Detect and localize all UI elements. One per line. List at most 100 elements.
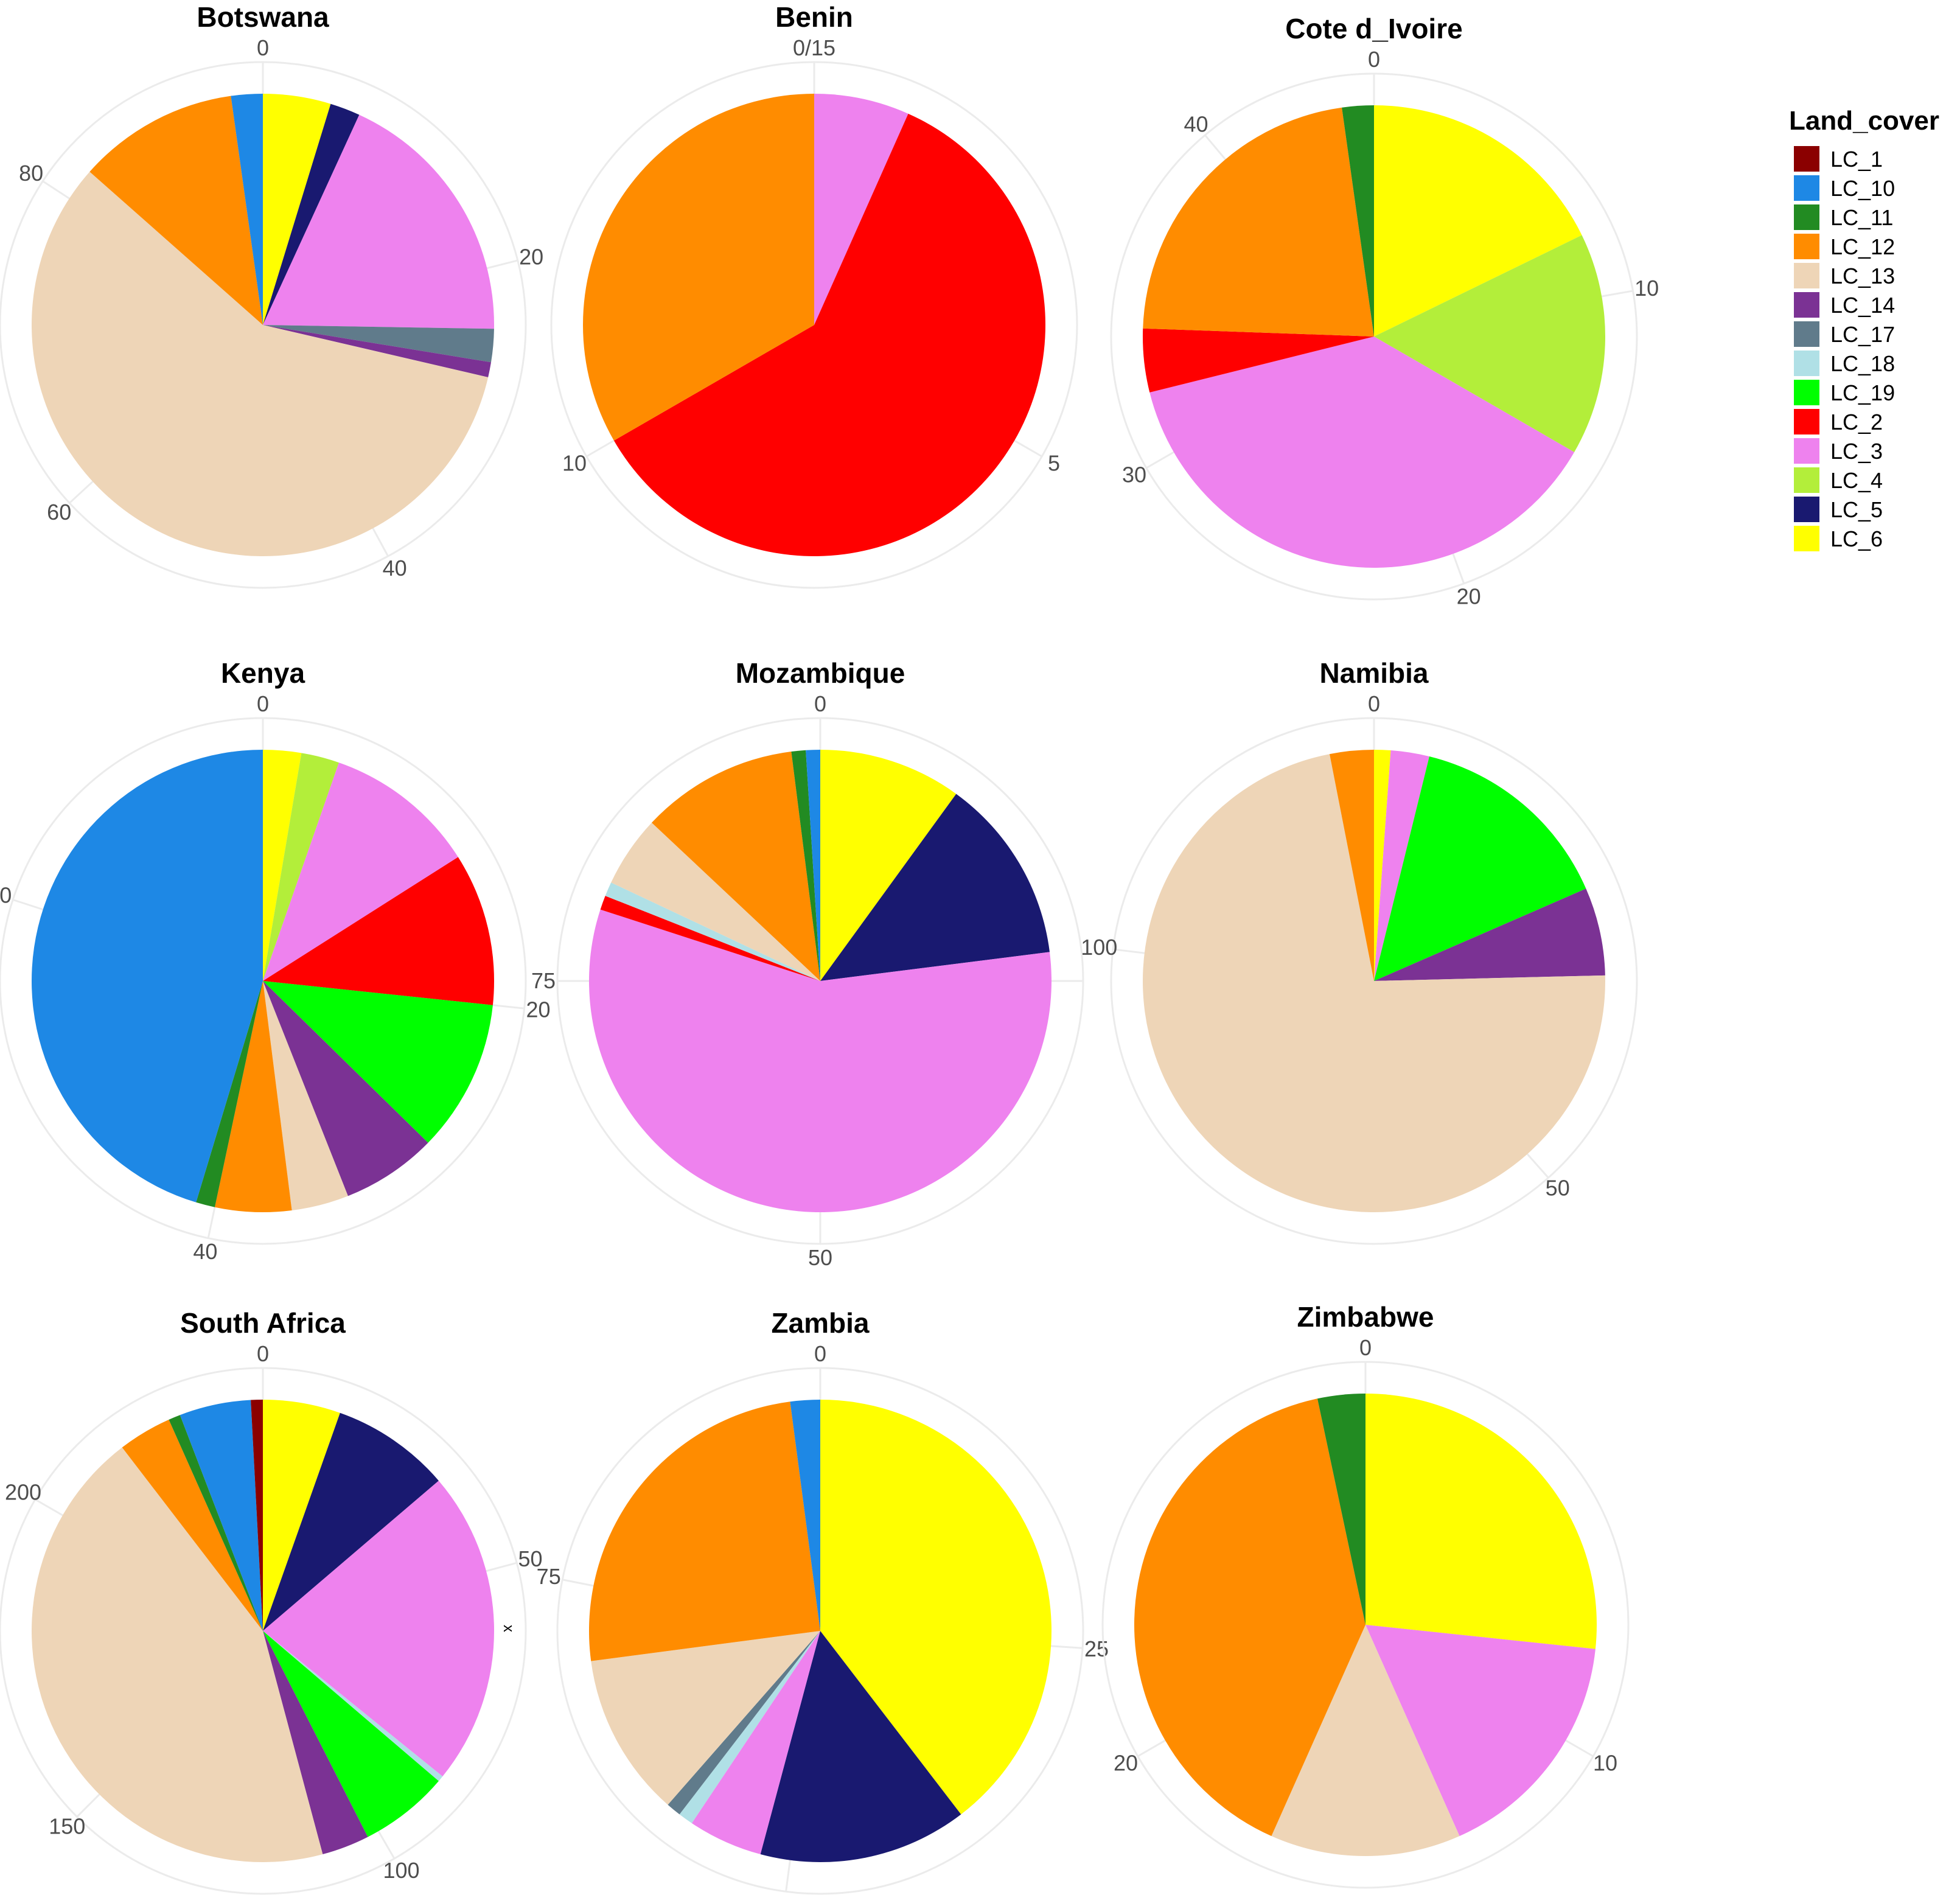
- pie-title-botswana: Botswana: [197, 1, 329, 33]
- tick-label: 10: [1634, 276, 1659, 301]
- legend-swatch: [1794, 351, 1819, 376]
- pie-panel-zambia: Zambia0255075: [537, 1307, 1109, 1895]
- legend-swatch: [1794, 234, 1819, 259]
- tick-label: 60: [0, 882, 12, 907]
- pie-slice-south-africa-lc-12: [122, 1419, 263, 1631]
- pie-slice-zimbabwe-lc-11: [1317, 1394, 1365, 1625]
- legend-item-lc-11: LC_11: [1794, 204, 1893, 230]
- pie-slice-kenya-lc-11: [196, 981, 263, 1207]
- tick-label: 0/15: [793, 35, 835, 60]
- pie-slice-south-africa-lc-6: [263, 1400, 340, 1631]
- legend-item-lc-19: LC_19: [1794, 380, 1895, 405]
- tick-label: 20: [1114, 1751, 1138, 1776]
- pie-slice-cote-d-ivoire-lc-2: [1142, 328, 1374, 393]
- legend-swatch: [1794, 263, 1819, 288]
- legend-item-lc-17: LC_17: [1794, 321, 1895, 347]
- pie-slice-zimbabwe-lc-12: [1134, 1398, 1365, 1837]
- pie-slice-benin-lc-12: [582, 94, 814, 441]
- pie-slice-namibia-lc-6: [1374, 750, 1391, 981]
- pie-slice-cote-d-ivoire-lc-11: [1342, 105, 1374, 337]
- legend-item-lc-4: LC_4: [1794, 467, 1883, 493]
- pie-slice-botswana-lc-3: [263, 114, 495, 329]
- legend-label: LC_6: [1830, 526, 1883, 551]
- pie-slice-zambia-lc-18: [679, 1631, 820, 1823]
- legend-item-lc-13: LC_13: [1794, 263, 1895, 288]
- pie-slice-kenya-lc-6: [263, 750, 302, 981]
- pie-slice-kenya-lc-14: [263, 981, 428, 1196]
- tick-label: 0: [257, 1341, 269, 1366]
- tick-label: 0: [257, 35, 269, 60]
- pie-slice-benin-lc-3: [814, 94, 909, 325]
- tick-label: 0: [1359, 1335, 1372, 1360]
- pie-title-zambia: Zambia: [771, 1307, 869, 1339]
- legend-label: LC_18: [1830, 351, 1895, 376]
- tick-label: 75: [537, 1564, 561, 1589]
- pie-slice-mozambique-lc-5: [820, 794, 1050, 981]
- legend-item-lc-5: LC_5: [1794, 497, 1883, 522]
- pie-slice-south-africa-lc-14: [263, 1631, 368, 1855]
- pie-slice-botswana-lc-12: [89, 96, 263, 325]
- pie-slice-zambia-lc-3: [691, 1631, 820, 1855]
- legend-label: LC_11: [1830, 205, 1893, 230]
- pie-slice-kenya-lc-12: [214, 981, 292, 1212]
- legend-swatch: [1794, 204, 1819, 230]
- tick-label: 60: [47, 500, 71, 525]
- pie-slice-cote-d-ivoire-lc-6: [1374, 105, 1582, 337]
- pie-slice-kenya-lc-13: [263, 981, 348, 1210]
- tick-label: 0: [814, 1341, 826, 1366]
- tick-label: 20: [526, 997, 550, 1022]
- pie-slice-namibia-lc-3: [1374, 750, 1429, 981]
- pie-slice-zambia-lc-17: [668, 1631, 820, 1815]
- legend-label: LC_2: [1830, 410, 1883, 434]
- pie-slice-mozambique-lc-10: [806, 750, 820, 981]
- legend-item-lc-3: LC_3: [1794, 438, 1883, 464]
- legend-swatch: [1794, 526, 1819, 551]
- pie-title-kenya: Kenya: [221, 657, 305, 689]
- pie-slice-botswana-lc-13: [32, 172, 489, 556]
- legend-label: LC_5: [1830, 497, 1883, 522]
- legend-items: LC_1 LC_10 LC_11 LC_12 LC_13 LC_14 LC_17 LC_18 L…: [1794, 146, 1895, 551]
- legend-item-lc-1: LC_1: [1794, 146, 1883, 172]
- legend-label: LC_12: [1830, 234, 1895, 259]
- legend-item-lc-12: LC_12: [1794, 234, 1895, 259]
- pie-slice-kenya-lc-19: [263, 981, 493, 1143]
- legend-swatch: [1794, 380, 1819, 405]
- tick-label: 10: [562, 451, 587, 476]
- tick-label: 10: [1593, 1751, 1617, 1776]
- legend-swatch: [1794, 497, 1819, 522]
- tick-label: 80: [19, 161, 43, 186]
- legend-label: LC_13: [1830, 263, 1895, 288]
- tick-label: 100: [383, 1858, 419, 1883]
- pie-slice-namibia-lc-19: [1374, 756, 1586, 981]
- pie-title-south-africa: South Africa: [180, 1307, 346, 1339]
- pie-slice-cote-d-ivoire-lc-4: [1374, 235, 1605, 452]
- pie-slice-south-africa-lc-10: [180, 1400, 263, 1631]
- pie-slice-namibia-lc-14: [1374, 888, 1605, 981]
- legend-label: LC_14: [1830, 293, 1895, 318]
- pie-title-zimbabwe: Zimbabwe: [1297, 1301, 1434, 1333]
- pie-slice-zambia-lc-12: [588, 1401, 820, 1661]
- tick-label: 20: [1457, 584, 1481, 609]
- pie-slice-botswana-lc-5: [263, 103, 360, 325]
- pie-title-benin: Benin: [775, 1, 853, 33]
- pie-slice-namibia-lc-12: [1329, 750, 1374, 981]
- pie-slice-south-africa-lc-11: [169, 1415, 263, 1631]
- pie-slice-botswana-lc-6: [263, 94, 331, 325]
- pie-panel-cote-d-ivoire: Cote d_Ivoire 0 10 20 30 40: [1110, 13, 1659, 609]
- tick-label: 40: [383, 556, 407, 581]
- pie-title-namibia: Namibia: [1320, 657, 1429, 689]
- pie-slice-zambia-lc-10: [790, 1400, 820, 1631]
- pie-title-mozambique: Mozambique: [736, 657, 905, 689]
- tick-label: 30: [1122, 462, 1146, 487]
- tick-label: 50: [808, 1245, 832, 1270]
- legend: Land_cover LC_1 LC_10 LC_11 LC_12 LC_13 LC_14…: [1789, 106, 1939, 551]
- pie-slice-south-africa-lc-5: [263, 1412, 439, 1631]
- tick-label: 50: [1546, 1176, 1570, 1201]
- pie-slice-south-africa-lc-18: [263, 1631, 443, 1781]
- legend-label: LC_1: [1830, 147, 1883, 172]
